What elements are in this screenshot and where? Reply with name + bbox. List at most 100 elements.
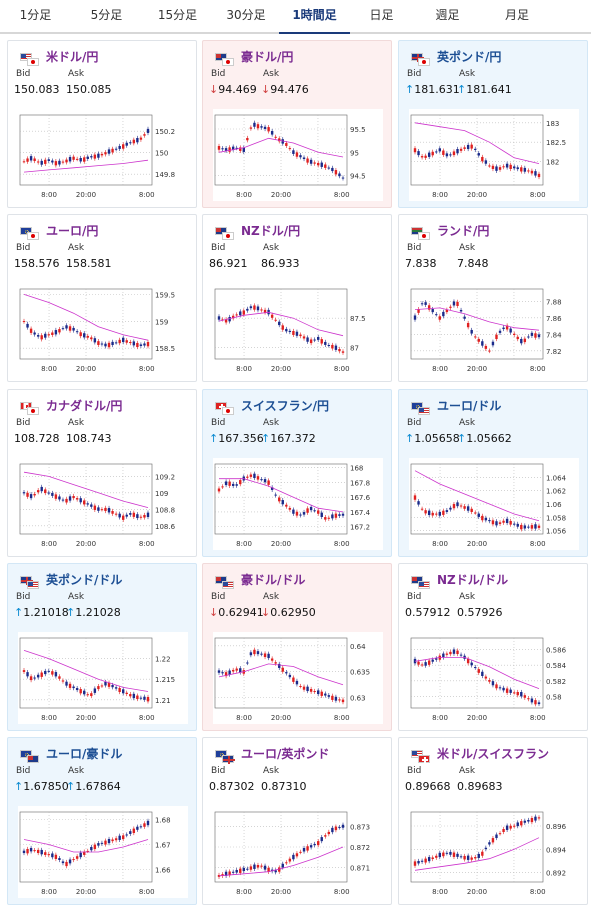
tab-5[interactable]: 日足	[369, 8, 394, 22]
candle-body	[313, 162, 316, 164]
pair-name-link[interactable]: ユーロ/ドル	[437, 399, 502, 413]
candlestick-chart[interactable]: 87.5 87 8:00 20:00 8:00	[213, 283, 383, 375]
rate-card[interactable]: ユーロ/ドル Bid Ask ↑1.05658 ↑1.05662 1.064 1.062 1.…	[398, 389, 588, 557]
x-tick-label: 8:00	[530, 191, 546, 199]
candlestick-chart[interactable]: 0.64 0.635 0.63 8:00 20:00 8:00	[213, 632, 383, 724]
candle-body	[65, 159, 68, 163]
candle-body	[449, 851, 452, 855]
candle-body	[100, 509, 104, 511]
pair-name-link[interactable]: カナダドル/円	[46, 399, 123, 413]
bid-label: Bid	[211, 69, 226, 79]
tab-6[interactable]: 週足	[435, 8, 460, 22]
candlestick-chart[interactable]: 0.586 0.584 0.582 0.58 8:00 20:00 8:00	[409, 632, 579, 724]
pair-name-link[interactable]: スイスフラン/円	[241, 399, 330, 413]
y-tick-label: 7.84	[546, 331, 562, 339]
candle-body	[36, 849, 40, 854]
tab-1[interactable]: 5分足	[90, 8, 123, 22]
pair-name-link[interactable]: NZドル/ドル	[437, 573, 509, 587]
rate-card[interactable]: カナダドル/円 Bid Ask 108.728 108.743 109.2 109 108.8…	[7, 389, 197, 557]
candlestick-chart[interactable]: 1.68 1.67 1.66 8:00 20:00 8:00	[18, 806, 188, 898]
candlestick-chart[interactable]: 1.064 1.062 1.06 1.058 1.056 8:00 20:00 8:00	[409, 458, 579, 550]
candle-body	[122, 144, 125, 149]
candle-body	[40, 335, 43, 340]
pair-name-link[interactable]: ユーロ/英ポンド	[241, 747, 330, 761]
y-tick-label: 149.8	[155, 171, 175, 179]
candlestick-chart[interactable]: 183 182.5 182 8:00 20:00 8:00	[409, 109, 579, 201]
candlestick-chart[interactable]: 0.873 0.872 0.871 8:00 20:00 8:00	[213, 806, 383, 898]
pair-name-link[interactable]: 英ポンド/円	[437, 50, 502, 64]
rate-card[interactable]: ユーロ/円 Bid Ask 158.576 158.581 159.5 159 158.5 8:…	[7, 214, 197, 382]
rate-card[interactable]: 英ポンド/円 Bid Ask ↑181.631 ↑181.641 183 182.5 182 8…	[398, 40, 588, 208]
candle-body	[505, 825, 509, 830]
bid-label: Bid	[407, 69, 422, 79]
candle-body	[68, 496, 72, 501]
candle-body	[527, 170, 530, 172]
rate-card[interactable]: NZドル/ドル Bid Ask 0.57912 0.57926 0.586 0.584 0.5…	[398, 563, 588, 731]
candlestick-chart[interactable]: 95.5 95 94.5 8:00 20:00 8:00	[213, 109, 383, 201]
candle-body	[86, 694, 89, 696]
candlestick-chart[interactable]: 168 167.8 167.6 167.4 167.2 8:00 20:00 8:00	[213, 458, 383, 550]
rate-card[interactable]: 豪ドル/円 Bid Ask ↓94.469 ↓94.476 95.5 95 94.5 8:00 2…	[202, 40, 392, 208]
candle-body	[44, 159, 47, 164]
tab-3[interactable]: 30分足	[226, 8, 266, 22]
candlestick-chart[interactable]: 150.2 150 149.8 8:00 20:00 8:00	[18, 109, 188, 201]
ask-price: 1.21028	[75, 606, 121, 619]
candle-body	[516, 822, 519, 827]
candle-body	[29, 328, 33, 333]
pair-name-link[interactable]: 豪ドル/円	[241, 50, 294, 64]
tab-2[interactable]: 15分足	[157, 8, 198, 22]
rate-card[interactable]: NZドル/円 Bid Ask 86.921 86.933 87.5 87 8:00 20:00 8…	[202, 214, 392, 382]
candle-body	[26, 492, 29, 497]
rate-card[interactable]: 英ポンド/ドル Bid Ask ↑1.21018 ↑1.21028 1.22 1.215 1.…	[7, 563, 197, 731]
candle-body	[104, 152, 107, 155]
pair-name-link[interactable]: 米ドル/円	[46, 50, 99, 64]
candle-body	[488, 842, 491, 845]
pair-name-link[interactable]: ユーロ/円	[46, 224, 99, 238]
ask-price: 1.67864	[75, 780, 121, 793]
chart-svg: 150.2 150 149.8 8:00 20:00 8:00	[19, 114, 175, 199]
candle-body	[320, 339, 323, 344]
pair-name-link[interactable]: ユーロ/豪ドル	[46, 747, 123, 761]
pair-name-link[interactable]: ランド/円	[437, 224, 490, 238]
candle-body	[90, 846, 93, 851]
pair-name-link[interactable]: 豪ドル/ドル	[241, 573, 306, 587]
ask-price: 1.05662	[466, 432, 512, 445]
jp-flag-icon	[27, 58, 39, 66]
rate-card[interactable]: ランド/円 Bid Ask 7.838 7.848 7.88 7.86 7.84 7.82 8:0…	[398, 214, 588, 382]
candlestick-chart[interactable]: 1.22 1.215 1.21 8:00 20:00 8:00	[18, 632, 188, 724]
candlestick-chart[interactable]: 109.2 109 108.8 108.6 8:00 20:00 8:00	[18, 458, 188, 550]
candle-body	[40, 486, 43, 492]
candle-body	[424, 662, 427, 666]
rate-card[interactable]: 豪ドル/ドル Bid Ask ↓0.62941 ↓0.62950 0.64 0.635 0.6…	[202, 563, 392, 731]
candle-body	[146, 696, 150, 702]
candle-body	[317, 162, 320, 166]
down-arrow-icon: ↓	[261, 83, 271, 96]
candlestick-chart[interactable]: 0.896 0.894 0.892 8:00 20:00 8:00	[409, 806, 579, 898]
candle-body	[523, 167, 527, 172]
currency-pair-flags	[20, 53, 40, 66]
candle-body	[495, 684, 498, 689]
up-arrow-icon: ↑	[405, 83, 415, 96]
tab-4[interactable]: 1時間足	[279, 0, 350, 34]
rate-card[interactable]: スイスフラン/円 Bid Ask ↑167.356 ↑167.372 168 167.8 16…	[202, 389, 392, 557]
rate-card[interactable]: ユーロ/英ポンド Bid Ask 0.87302 0.87310 0.873 0.872 0.…	[202, 737, 392, 905]
y-tick-label: 1.064	[546, 474, 567, 482]
candle-body	[107, 682, 111, 687]
tab-0[interactable]: 1分足	[19, 8, 52, 22]
rate-card[interactable]: ユーロ/豪ドル Bid Ask ↑1.67850 ↑1.67864 1.68 1.67 1.6…	[7, 737, 197, 905]
candle-body	[44, 670, 47, 675]
rate-card[interactable]: 米ドル/円 Bid Ask 150.083 150.085 150.2 150 149.8 8:…	[7, 40, 197, 208]
chart-frame	[410, 811, 544, 883]
x-tick-label: 20:00	[271, 540, 291, 548]
pair-name-link[interactable]: 米ドル/スイスフラン	[437, 747, 550, 761]
pair-name-link[interactable]: NZドル/円	[241, 224, 301, 238]
tab-7[interactable]: 月足	[504, 8, 529, 22]
candlestick-chart[interactable]: 159.5 159 158.5 8:00 20:00 8:00	[18, 283, 188, 375]
pair-name-link[interactable]: 英ポンド/ドル	[46, 573, 123, 587]
candle-body	[302, 686, 306, 690]
candle-body	[488, 520, 491, 522]
au-flag-icon	[215, 576, 227, 584]
candlestick-chart[interactable]: 7.88 7.86 7.84 7.82 8:00 20:00 8:00	[409, 283, 579, 375]
candle-body	[413, 495, 417, 500]
rate-card[interactable]: 米ドル/スイスフラン Bid Ask 0.89668 0.89683 0.896 0.894…	[398, 737, 588, 905]
